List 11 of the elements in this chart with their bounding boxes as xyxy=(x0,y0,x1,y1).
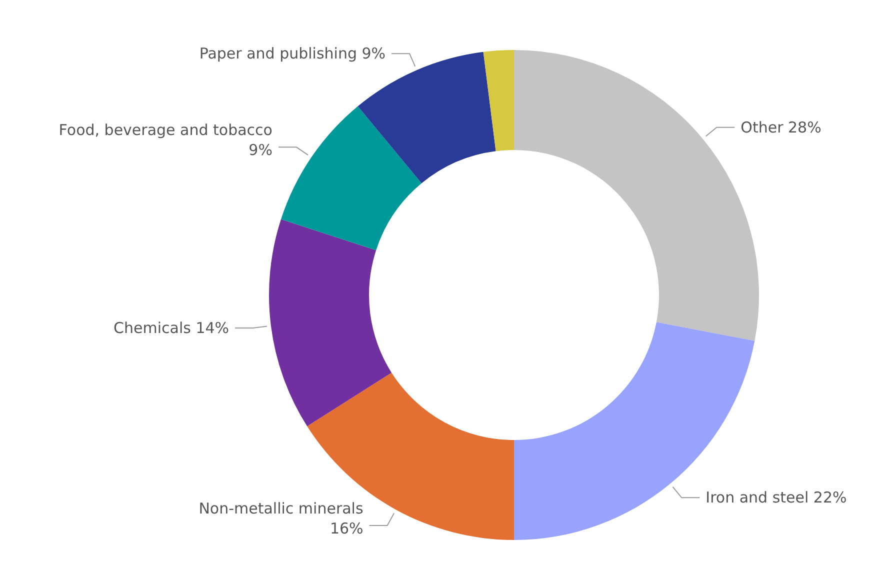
slice-label: Other 28% xyxy=(740,118,822,136)
donut-slice xyxy=(280,106,422,250)
slice-label: Paper and publishing 9% xyxy=(199,44,386,63)
slice-label: Chemicals 14% xyxy=(114,318,230,337)
slice-label: Iron and steel 22% xyxy=(706,488,847,507)
data-label: 9% xyxy=(248,141,272,160)
data-label: 16% xyxy=(330,519,364,538)
slice-label: Food, beverage and tobacco xyxy=(58,121,272,140)
donut-slice xyxy=(483,50,514,152)
donut-slice xyxy=(269,219,392,426)
slice-label: Non-metallic minerals xyxy=(198,499,364,518)
